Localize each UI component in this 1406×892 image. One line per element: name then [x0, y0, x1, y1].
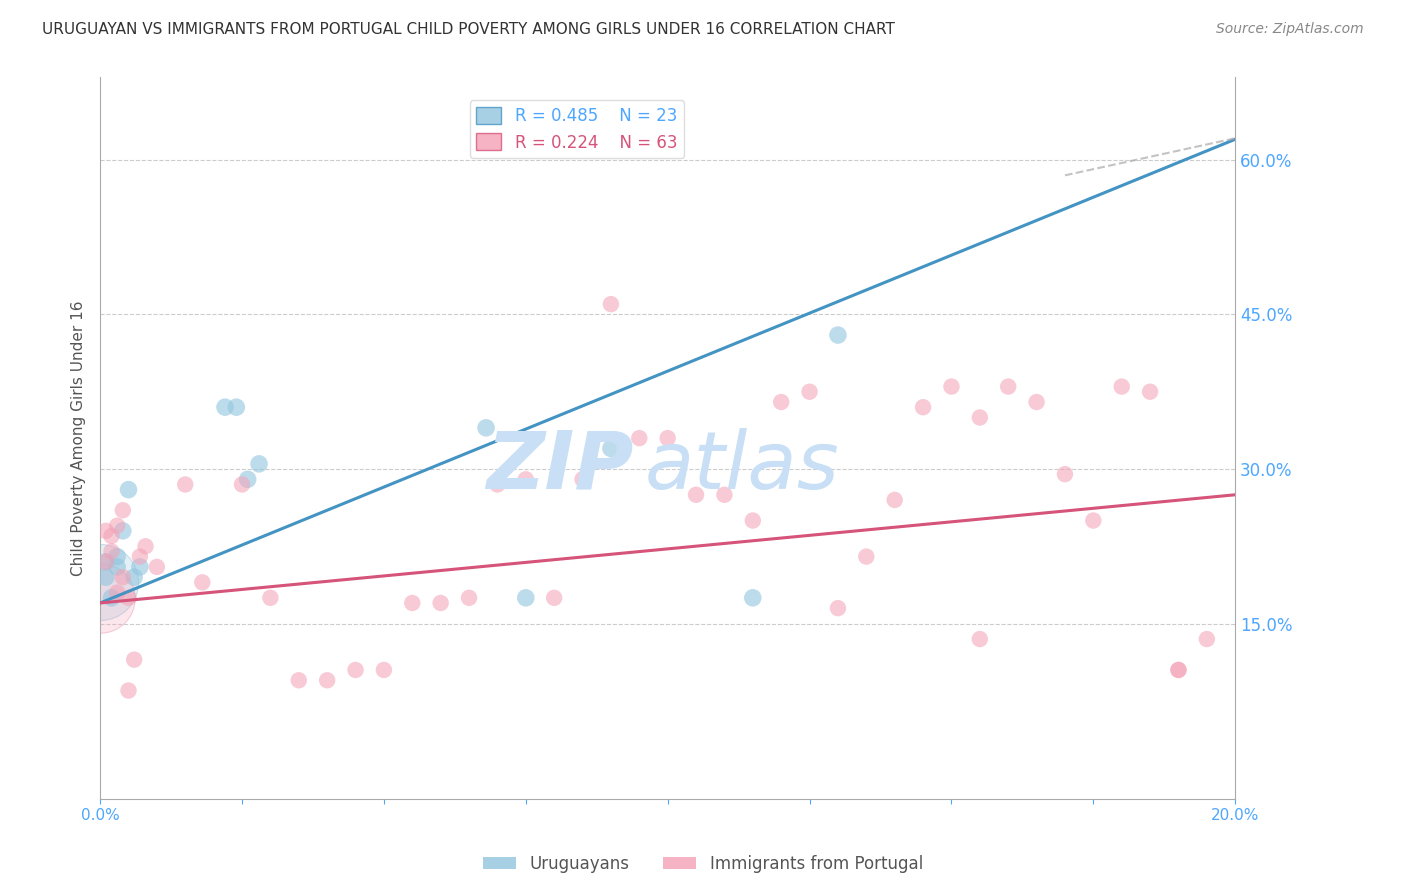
- Point: [600, 297, 623, 311]
- Point: [458, 591, 481, 605]
- Point: [111, 570, 134, 584]
- Point: [515, 472, 537, 486]
- Legend: Uruguayans, Immigrants from Portugal: Uruguayans, Immigrants from Portugal: [477, 848, 929, 880]
- Point: [214, 400, 236, 414]
- Point: [969, 632, 991, 646]
- Text: URUGUAYAN VS IMMIGRANTS FROM PORTUGAL CHILD POVERTY AMONG GIRLS UNDER 16 CORRELA: URUGUAYAN VS IMMIGRANTS FROM PORTUGAL CH…: [42, 22, 896, 37]
- Point: [174, 477, 197, 491]
- Point: [105, 518, 128, 533]
- Point: [373, 663, 395, 677]
- Point: [799, 384, 821, 399]
- Point: [111, 524, 134, 538]
- Y-axis label: Child Poverty Among Girls Under 16: Child Poverty Among Girls Under 16: [72, 301, 86, 576]
- Point: [117, 683, 139, 698]
- Point: [997, 379, 1019, 393]
- Text: ZIP: ZIP: [486, 428, 634, 506]
- Point: [117, 483, 139, 497]
- Point: [105, 560, 128, 574]
- Legend: R = 0.485    N = 23, R = 0.224    N = 63: R = 0.485 N = 23, R = 0.224 N = 63: [470, 100, 683, 158]
- Point: [543, 591, 565, 605]
- Point: [475, 421, 498, 435]
- Point: [741, 591, 763, 605]
- Point: [401, 596, 423, 610]
- Point: [231, 477, 253, 491]
- Point: [1053, 467, 1076, 482]
- Point: [105, 585, 128, 599]
- Text: atlas: atlas: [645, 428, 839, 506]
- Point: [969, 410, 991, 425]
- Point: [94, 524, 117, 538]
- Point: [912, 400, 935, 414]
- Point: [105, 549, 128, 564]
- Point: [1167, 663, 1189, 677]
- Point: [128, 560, 150, 574]
- Point: [94, 555, 117, 569]
- Point: [657, 431, 679, 445]
- Point: [1139, 384, 1161, 399]
- Point: [685, 488, 707, 502]
- Point: [429, 596, 451, 610]
- Point: [94, 570, 117, 584]
- Point: [827, 328, 849, 343]
- Point: [1195, 632, 1218, 646]
- Point: [100, 544, 122, 558]
- Point: [770, 395, 793, 409]
- Point: [146, 560, 169, 574]
- Point: [236, 472, 259, 486]
- Point: [111, 503, 134, 517]
- Point: [191, 575, 214, 590]
- Point: [1167, 663, 1189, 677]
- Point: [1111, 379, 1133, 393]
- Point: [486, 477, 509, 491]
- Point: [1025, 395, 1047, 409]
- Point: [316, 673, 339, 688]
- Point: [89, 575, 111, 590]
- Point: [135, 539, 157, 553]
- Point: [122, 570, 145, 584]
- Point: [344, 663, 367, 677]
- Point: [600, 442, 623, 456]
- Point: [259, 591, 281, 605]
- Point: [741, 514, 763, 528]
- Point: [247, 457, 270, 471]
- Point: [117, 591, 139, 605]
- Point: [571, 472, 593, 486]
- Point: [713, 488, 735, 502]
- Point: [1083, 514, 1105, 528]
- Point: [100, 529, 122, 543]
- Point: [225, 400, 247, 414]
- Point: [515, 591, 537, 605]
- Point: [855, 549, 877, 564]
- Point: [94, 555, 117, 569]
- Point: [883, 492, 905, 507]
- Point: [122, 653, 145, 667]
- Text: Source: ZipAtlas.com: Source: ZipAtlas.com: [1216, 22, 1364, 37]
- Point: [827, 601, 849, 615]
- Point: [100, 591, 122, 605]
- Point: [941, 379, 963, 393]
- Point: [128, 549, 150, 564]
- Point: [89, 591, 111, 605]
- Point: [628, 431, 651, 445]
- Point: [287, 673, 309, 688]
